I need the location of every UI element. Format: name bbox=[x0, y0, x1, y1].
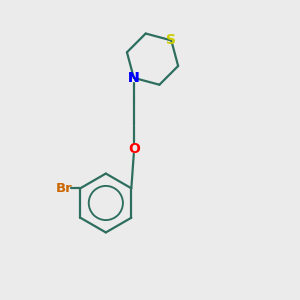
Text: S: S bbox=[166, 33, 176, 47]
Text: N: N bbox=[128, 71, 140, 85]
Text: O: O bbox=[128, 142, 140, 155]
Text: Br: Br bbox=[56, 182, 73, 195]
Text: N: N bbox=[128, 71, 140, 85]
